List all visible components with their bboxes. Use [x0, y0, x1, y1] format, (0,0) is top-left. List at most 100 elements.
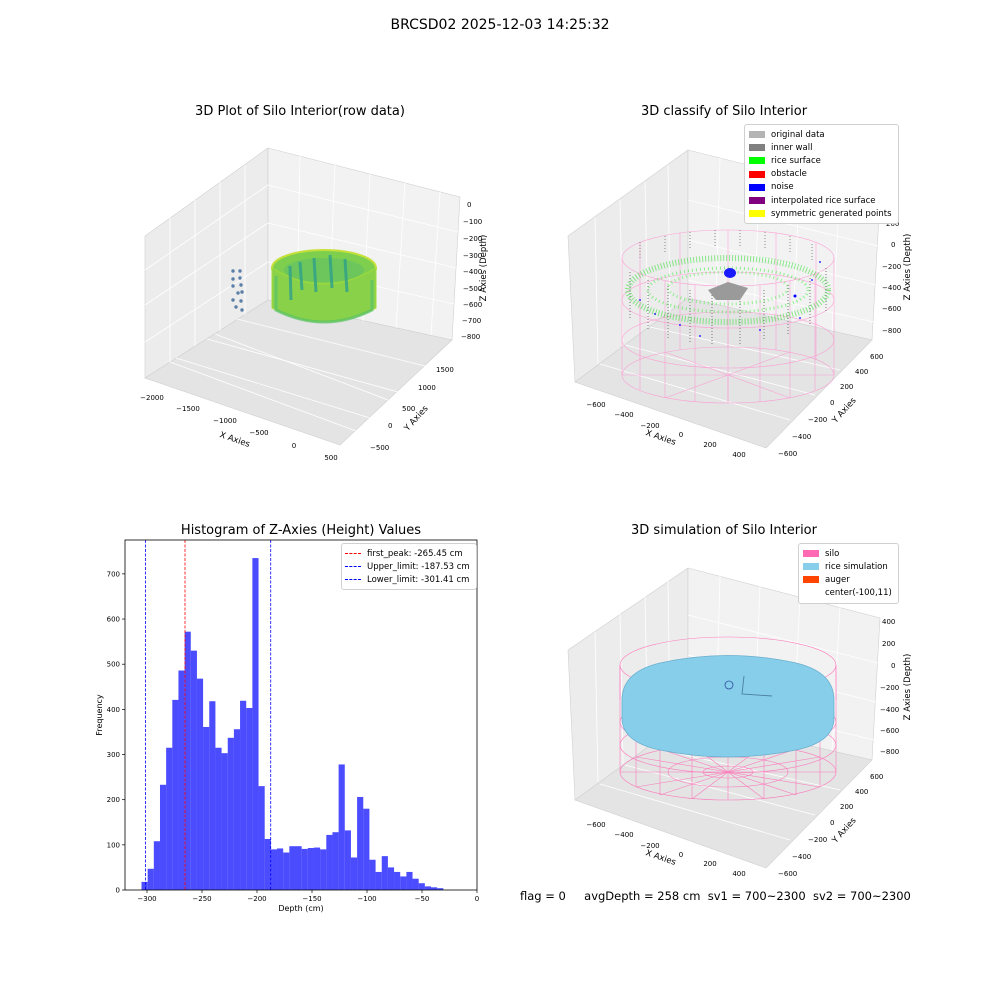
histogram-bar [141, 881, 148, 890]
histogram-bar [227, 737, 234, 890]
histogram-y-tick-label: 200 [107, 796, 120, 804]
histogram-bar [147, 868, 154, 890]
legend-item-auger: auger [803, 573, 892, 586]
histogram-bar [153, 841, 160, 890]
flag-text: flag = 0 [520, 889, 566, 903]
histogram-y-tick-label: 700 [107, 570, 120, 578]
histogram-bar [350, 857, 358, 890]
histogram-bar [431, 887, 438, 890]
legend-item-original-data: original data [749, 128, 892, 141]
histogram-bar [184, 631, 191, 890]
legend-swatch [803, 576, 819, 584]
figure-suptitle: BRCSD02 2025-12-03 14:25:32 [390, 17, 610, 33]
legend-label: noise [771, 182, 794, 193]
histogram-bar [159, 784, 167, 890]
legend-label: silo [825, 548, 840, 559]
histogram-bar [406, 871, 413, 890]
histogram-bar [381, 856, 388, 890]
histogram-bar [277, 848, 284, 890]
histogram-bar [264, 838, 271, 890]
status-footer: flag = 0 avgDepth = 258 cm sv1 = 700~230… [520, 889, 911, 903]
histogram-bar [233, 729, 241, 890]
histogram-x-tick-label: −250 [192, 895, 211, 903]
legend-item-rice-simulation: rice simulation [803, 560, 892, 573]
legend-swatch [749, 170, 765, 178]
histogram-bar [215, 747, 222, 890]
histogram-bar [178, 670, 185, 890]
legend-swatch [803, 590, 819, 597]
histogram-bar [363, 808, 370, 890]
histogram-x-tick-label: 0 [475, 895, 479, 903]
histogram-bar [172, 699, 179, 890]
histogram-bar [252, 558, 259, 890]
legend-label: original data [771, 129, 825, 140]
histogram-bar [258, 786, 265, 890]
legend-label: auger [825, 574, 850, 585]
histogram-y-tick-label: 100 [107, 841, 120, 849]
classify-plot-title: 3D classify of Silo Interior [640, 104, 808, 119]
legend-label: Upper_limit: -187.53 cm [367, 561, 470, 572]
legend-swatch [803, 550, 819, 558]
histogram-bar [326, 834, 333, 890]
histogram-bar [307, 848, 314, 890]
legend-swatch [749, 197, 765, 205]
legend-item-lower-limit: Lower_limit: -301.41 cm [345, 573, 470, 586]
histogram-bar [320, 849, 327, 890]
legend-label: center(-100,11) [825, 588, 892, 599]
histogram-bar [338, 764, 345, 890]
legend-label: rice surface [771, 155, 821, 166]
histogram-bar [375, 871, 382, 890]
histogram-y-tick-label: 0 [116, 887, 120, 895]
legend-swatch [749, 183, 765, 191]
histogram-bar [357, 796, 364, 890]
histogram-x-tick-label: −150 [302, 895, 321, 903]
avg-depth-text: avgDepth = 258 cm [584, 889, 701, 903]
histogram-bar [400, 876, 407, 890]
histogram-bar [394, 871, 401, 890]
histogram-bar [203, 726, 210, 890]
legend-label: rice simulation [825, 561, 888, 572]
legend-label: Lower_limit: -301.41 cm [367, 574, 470, 585]
histogram-bar [283, 852, 290, 890]
legend-line [345, 579, 361, 581]
histogram-bar [437, 888, 444, 890]
histogram-y-tick-label: 300 [107, 751, 120, 759]
histogram-y-tick-label: 400 [107, 706, 120, 714]
legend-label: obstacle [771, 169, 807, 180]
histogram-bar [246, 708, 253, 890]
histogram-bar [270, 849, 278, 890]
histogram-bar [209, 701, 216, 890]
histogram-y-tick-label: 600 [107, 616, 120, 624]
histogram-y-tick-label: 500 [107, 661, 120, 669]
legend-item-silo: silo [803, 547, 892, 560]
histogram-title: Histogram of Z-Axies (Height) Values [180, 523, 422, 538]
histogram-bar [418, 883, 425, 890]
legend-item-interpolated: interpolated rice surface [749, 194, 892, 207]
legend-swatch [749, 157, 765, 165]
legend-label: first_peak: -265.45 cm [367, 548, 463, 559]
histogram-bar [295, 846, 302, 890]
histogram-bar [289, 846, 296, 890]
legend-item-symmetric: symmetric generated points [749, 207, 892, 220]
histogram-x-tick-label: −50 [415, 895, 430, 903]
histogram-bar [221, 753, 228, 890]
raw-plot-title: 3D Plot of Silo Interior(row data) [195, 104, 405, 119]
histogram-frame [124, 539, 478, 891]
histogram-bar [424, 886, 432, 890]
histogram-x-tick-label: −200 [247, 895, 266, 903]
histogram-y-label: Frequency [95, 694, 104, 736]
sim-legend: silo rice simulation auger center(-100,1… [798, 543, 899, 604]
legend-item-center: center(-100,11) [803, 587, 892, 600]
histogram-bar [301, 848, 308, 890]
legend-line [345, 566, 361, 568]
classify-legend: original data inner wall rice surface ob… [744, 124, 899, 225]
histogram-x-label: Depth (cm) [278, 904, 323, 913]
histogram-bar [369, 859, 376, 890]
legend-item-rice-surface: rice surface [749, 154, 892, 167]
legend-swatch [749, 210, 765, 218]
histogram-x-tick-label: −300 [137, 895, 156, 903]
legend-label: symmetric generated points [771, 208, 892, 219]
legend-label: interpolated rice surface [771, 195, 876, 206]
legend-item-first-peak: first_peak: -265.45 cm [345, 547, 470, 560]
